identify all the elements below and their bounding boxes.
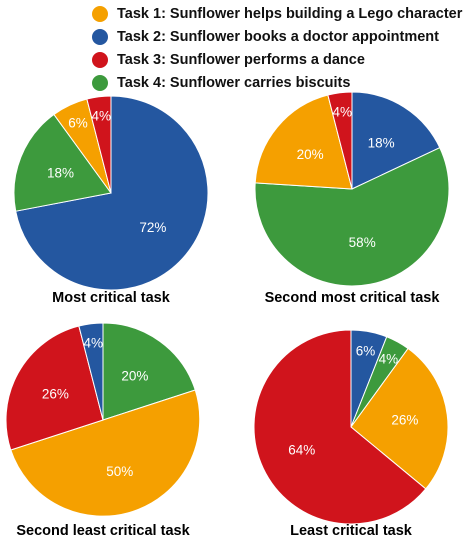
pie-chart-second-least-critical: 20% 50% 26% 4% Second least critical task	[5, 322, 201, 539]
pie-title: Second most critical task	[265, 290, 441, 306]
pie-slice-labels: 20% 50% 26% 4%	[42, 336, 149, 480]
pie-slice-label: 26%	[391, 413, 418, 428]
pie-title: Least critical task	[290, 523, 413, 539]
pie-slices	[13, 95, 209, 291]
pie-slice-task-2	[351, 91, 441, 190]
pie-slice-label: 20%	[297, 147, 324, 162]
pie-chart-least-critical: 6%4% 26% 64% Least critical task	[253, 329, 449, 539]
pie-slice-label: 64%	[288, 443, 315, 458]
pie-slices	[253, 329, 449, 525]
pie-slice-task-1	[254, 94, 353, 190]
pie-slice-label: 20%	[121, 369, 148, 384]
pie-slice-labels: 72% 18% 6% 4%	[47, 109, 166, 236]
pie-slice-label: 6%	[68, 115, 88, 130]
pie-slice-task-3	[327, 91, 353, 190]
pie-slice-task-1	[350, 347, 449, 490]
pie-slice-task-3	[253, 329, 427, 525]
legend-item-task-4: Task 4: Sunflower carries biscuits	[92, 72, 472, 94]
pie-slice-label: 18%	[368, 136, 395, 151]
legend: Task 1: Sunflower helps building a Lego …	[92, 3, 472, 95]
pie-slice-labels: 6%4% 26% 64%	[288, 343, 418, 457]
pie-slice-label: 4%	[333, 105, 353, 120]
legend-label-task-2: Task 2: Sunflower books a doctor appoint…	[117, 29, 439, 45]
pie-slice-task-4	[102, 322, 196, 421]
pie-slice-task-4	[254, 147, 450, 287]
legend-item-task-1: Task 1: Sunflower helps building a Lego …	[92, 3, 472, 25]
pie-slices	[254, 91, 450, 287]
pie-slice-task-2	[15, 95, 209, 291]
pie-chart-most-critical: 72% 18% 6% 4% Most critical task	[13, 95, 209, 306]
pie-slice-label: 50%	[106, 464, 133, 479]
pie-title: Second least critical task	[16, 523, 190, 539]
pie-slice-task-3	[5, 325, 104, 451]
legend-label-task-4: Task 4: Sunflower carries biscuits	[117, 75, 351, 91]
pie-slice-label: 4%	[92, 109, 112, 124]
legend-item-task-3: Task 3: Sunflower performs a dance	[92, 49, 472, 71]
pie-slice-label: 4%	[84, 336, 104, 351]
pie-slice-label: 4%	[379, 352, 399, 367]
pie-slice-task-3	[86, 95, 112, 194]
legend-label-task-3: Task 3: Sunflower performs a dance	[117, 52, 365, 68]
pie-slice-task-2	[78, 322, 104, 421]
pie-slice-label: 58%	[349, 235, 376, 250]
legend-item-task-2: Task 2: Sunflower books a doctor appoint…	[92, 26, 472, 48]
pie-slice-label: 26%	[42, 386, 69, 401]
legend-label-task-1: Task 1: Sunflower helps building a Lego …	[117, 6, 463, 22]
pie-slice-label: 72%	[139, 220, 166, 235]
legend-swatch-task-2	[92, 29, 108, 45]
pie-slice-task-1	[10, 389, 201, 517]
legend-swatch-task-4	[92, 75, 108, 91]
legend-swatch-task-3	[92, 52, 108, 68]
pie-title: Most critical task	[52, 290, 171, 306]
pie-slices	[5, 322, 201, 517]
pie-slice-labels: 18% 58% 20% 4%	[297, 105, 395, 250]
pie-slice-label: 6%	[356, 343, 376, 358]
pie-chart-second-most-critical: 18% 58% 20% 4% Second most critical task	[254, 91, 450, 306]
legend-swatch-task-1	[92, 6, 108, 22]
pie-slice-label: 18%	[47, 166, 74, 181]
pie-slice-task-4	[13, 113, 112, 212]
